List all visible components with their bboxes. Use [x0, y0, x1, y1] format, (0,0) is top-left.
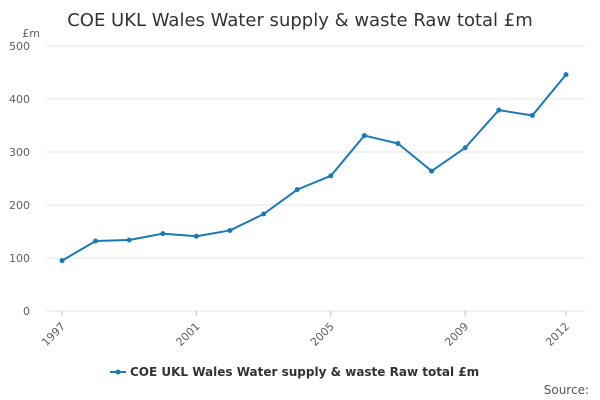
y-tick-label: 500	[9, 40, 30, 53]
data-point-1999[interactable]	[126, 237, 132, 243]
data-point-2006[interactable]	[361, 133, 367, 139]
x-tick-label: 2005	[308, 320, 337, 349]
data-point-2002[interactable]	[227, 227, 233, 233]
y-axis-unit-label: £m	[22, 27, 40, 40]
series-group	[59, 72, 569, 264]
x-axis-ticks: 1997 2001 2005 2009 2012	[39, 311, 572, 349]
y-tick-label: 0	[23, 305, 30, 318]
y-tick-label: 400	[9, 93, 30, 106]
legend-label[interactable]: COE UKL Wales Water supply & waste Raw t…	[130, 365, 479, 379]
source-label: Source:	[544, 383, 589, 397]
gridlines	[46, 45, 585, 312]
data-point-1998[interactable]	[93, 238, 99, 244]
data-point-2011[interactable]	[529, 112, 535, 118]
data-point-2012[interactable]	[563, 72, 569, 78]
legend-swatch-marker	[115, 369, 121, 375]
legend[interactable]: COE UKL Wales Water supply & waste Raw t…	[110, 365, 479, 379]
x-tick-label: 2001	[174, 320, 203, 349]
data-point-1997[interactable]	[59, 258, 65, 264]
data-point-2000[interactable]	[160, 231, 166, 237]
y-tick-label: 100	[9, 252, 30, 265]
y-axis-ticks: 0 100 200 300 400 500	[9, 40, 30, 318]
y-tick-label: 200	[9, 199, 30, 212]
series-line[interactable]	[61, 73, 567, 262]
data-point-2003[interactable]	[261, 211, 267, 217]
data-point-2001[interactable]	[193, 233, 199, 239]
data-point-2009[interactable]	[462, 145, 468, 151]
data-point-2008[interactable]	[429, 168, 435, 174]
data-point-2005[interactable]	[328, 173, 334, 179]
y-tick-label: 300	[9, 146, 30, 159]
x-tick-label: 2009	[442, 320, 471, 349]
chart-title: COE UKL Wales Water supply & waste Raw t…	[67, 10, 533, 31]
x-tick-label: 1997	[39, 320, 68, 349]
x-tick-label: 2012	[543, 320, 572, 349]
data-point-2007[interactable]	[395, 141, 401, 147]
data-point-2010[interactable]	[496, 107, 502, 113]
data-point-2004[interactable]	[294, 187, 300, 193]
